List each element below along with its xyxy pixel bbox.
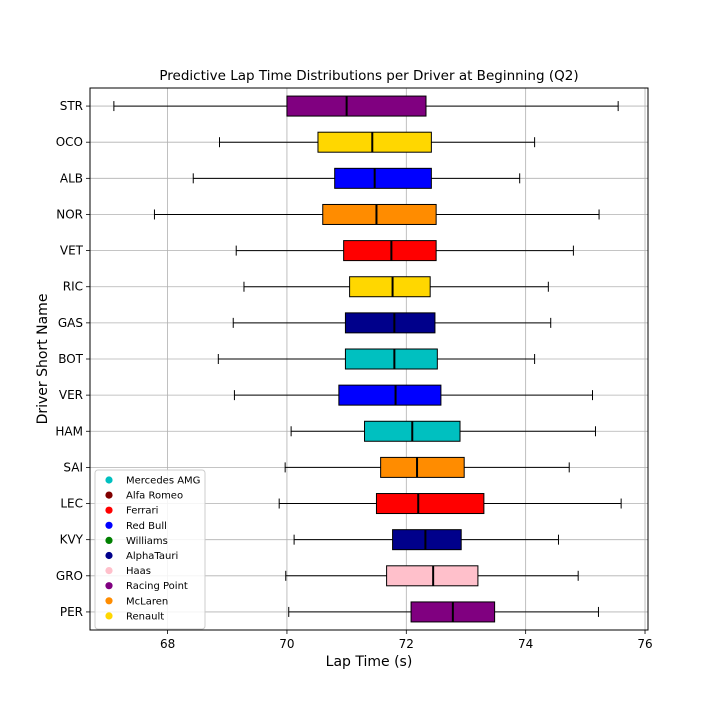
axes: 68 70 72 74 76 STR OCO ALB NOR VET RIC GAS BOT VER HAM… xyxy=(55,87,653,651)
legend-label: AlphaTauri xyxy=(126,551,178,562)
legend: Mercedes AMG Alfa Romeo Ferrari Red Bull Wil… xyxy=(94,469,206,630)
iqr-box xyxy=(344,348,438,370)
box-oco xyxy=(219,131,536,153)
legend-marker xyxy=(105,536,113,545)
iqr-box xyxy=(338,384,442,406)
box-nor xyxy=(153,203,600,225)
x-tick-label: 72 xyxy=(399,637,414,651)
legend-label: Red Bull xyxy=(126,521,167,532)
legend-label: McLaren xyxy=(126,596,168,607)
box-series xyxy=(113,95,622,623)
iqr-box xyxy=(349,276,431,298)
y-tick-label: BOT xyxy=(58,352,83,366)
y-tick-label: KVY xyxy=(60,533,84,547)
x-tick-label: 68 xyxy=(160,637,175,651)
y-tick-label: HAM xyxy=(55,424,83,438)
legend-label: Haas xyxy=(126,566,151,577)
box-alb xyxy=(192,167,521,189)
plot-frame xyxy=(89,87,649,631)
box-ham xyxy=(290,420,596,442)
legend-marker xyxy=(105,567,113,575)
legend-marker xyxy=(105,582,113,590)
y-tick-label: PER xyxy=(60,605,83,619)
y-tick-label: ALB xyxy=(60,171,83,185)
box-str xyxy=(113,95,619,117)
legend-marker xyxy=(105,612,113,620)
x-tick-label: 74 xyxy=(518,637,533,651)
iqr-box xyxy=(334,167,432,189)
y-tick-label: RIC xyxy=(63,280,83,294)
iqr-box xyxy=(322,203,437,225)
legend-label: Alfa Romeo xyxy=(126,491,183,502)
iqr-box xyxy=(380,456,465,478)
legend-marker xyxy=(105,597,113,605)
legend-marker xyxy=(105,476,113,484)
box-lec xyxy=(278,493,622,515)
box-kvy xyxy=(293,529,559,551)
box-ric xyxy=(243,276,549,298)
legend-label: Williams xyxy=(126,536,168,547)
y-axis-title: Driver Short Name xyxy=(35,294,51,425)
box-vet xyxy=(235,240,574,262)
legend-label: Mercedes AMG xyxy=(126,476,200,487)
y-tick-label: NOR xyxy=(56,207,83,221)
legend-frame xyxy=(94,469,206,630)
x-axis-title: Lap Time (s) xyxy=(326,654,413,670)
iqr-box xyxy=(317,131,432,153)
box-sai xyxy=(284,456,570,478)
iqr-box xyxy=(344,312,436,334)
box-gas xyxy=(232,312,552,334)
y-tick-label: GRO xyxy=(56,569,83,583)
box-ver xyxy=(233,384,593,406)
iqr-box xyxy=(343,240,437,262)
legend-label: Racing Point xyxy=(126,581,188,592)
legend-marker xyxy=(105,506,113,514)
iqr-box xyxy=(392,529,462,551)
legend-label: Renault xyxy=(126,611,164,622)
legend-label: Ferrari xyxy=(126,506,158,517)
x-tick-label: 70 xyxy=(279,637,294,651)
box-gro xyxy=(285,565,579,587)
iqr-box xyxy=(375,493,485,515)
legend-marker xyxy=(105,521,113,529)
y-tick-label: LEC xyxy=(60,497,83,511)
y-tick-label: STR xyxy=(60,99,83,113)
iqr-box xyxy=(286,95,427,117)
y-tick-label: SAI xyxy=(63,460,83,474)
box-bot xyxy=(217,348,536,370)
chart-title: Predictive Lap Time Distributions per Dr… xyxy=(159,68,578,84)
y-tick-label: VER xyxy=(59,388,83,402)
x-tick-label: 76 xyxy=(637,637,652,651)
y-tick-label: GAS xyxy=(58,316,83,330)
legend-marker xyxy=(105,491,113,499)
y-tick-label: VET xyxy=(60,244,84,258)
box-per xyxy=(288,601,599,623)
legend-marker xyxy=(105,551,113,560)
y-tick-label: OCO xyxy=(56,135,83,149)
